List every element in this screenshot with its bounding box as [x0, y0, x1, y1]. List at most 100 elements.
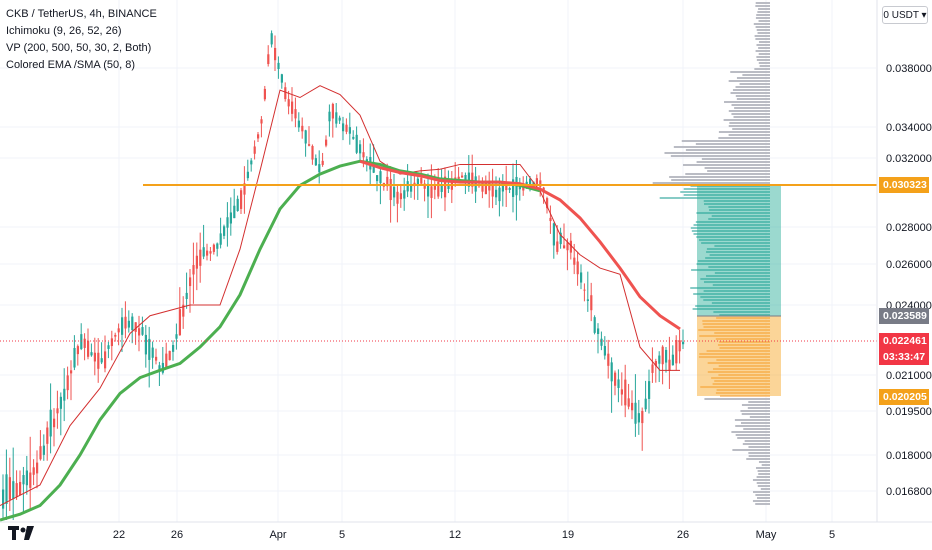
candle-body [236, 198, 239, 212]
candle-body [209, 251, 212, 254]
candle-body [131, 316, 134, 331]
candle-body [522, 186, 525, 191]
volume-profile-bar [703, 290, 770, 292]
indicator-colored-ema[interactable]: Colored EMA /SMA (50, 8) [6, 59, 135, 71]
currency-label: USDT [891, 10, 919, 21]
candle-body [229, 212, 232, 224]
volume-profile-bar [697, 260, 770, 262]
volume-profile-bar [719, 347, 770, 349]
candle-body [127, 320, 130, 328]
candle-body [365, 159, 368, 162]
candle-body [253, 146, 256, 154]
x-axis-tick-label: 5 [339, 529, 345, 541]
volume-profile-bar [757, 497, 770, 499]
indicator-volume-profile[interactable]: VP (200, 500, 50, 30, 2, Both) [6, 42, 152, 54]
candle-body [321, 160, 324, 165]
volume-profile-bar [714, 272, 770, 274]
volume-profile-bar [704, 398, 770, 400]
x-axis-tick-label: 5 [829, 529, 835, 541]
candle-body [263, 88, 266, 100]
volume-profile-bar [706, 275, 770, 277]
candle-body [682, 341, 685, 345]
candle-body [600, 338, 603, 346]
candle-body [399, 193, 402, 200]
volume-profile-bar [723, 119, 770, 121]
candle-body [389, 178, 392, 201]
volume-profile-bar [758, 8, 770, 10]
candle-body [379, 171, 382, 184]
candle-body [223, 226, 226, 236]
candle-body [597, 328, 600, 334]
volume-profile-bar [735, 425, 770, 427]
candle-body [661, 346, 664, 365]
volume-profile-bar [728, 80, 770, 82]
volume-profile-bar [755, 494, 770, 496]
candle-body [297, 120, 300, 128]
candle-body [168, 350, 171, 361]
volume-profile-bar [755, 2, 770, 4]
x-axis-tick-label: 12 [449, 529, 461, 541]
candle-body [508, 188, 511, 190]
candle-body [267, 54, 270, 65]
candle-body [637, 413, 640, 423]
volume-profile-bar [754, 35, 770, 37]
volume-profile-bar [696, 161, 770, 163]
candle-body [15, 483, 18, 498]
candle-body [308, 144, 311, 146]
volume-profile-bar [701, 158, 770, 160]
candle-body [641, 410, 644, 424]
candle-body [355, 134, 358, 153]
volume-profile-bar [670, 155, 770, 157]
symbol-title[interactable]: CKB / TetherUS, 4h, BINANCE [6, 8, 157, 20]
candle-body [471, 172, 474, 187]
candle-body [614, 372, 617, 386]
volume-profile-bar [756, 476, 770, 478]
volume-profile-bar [716, 317, 770, 319]
candle-body [498, 187, 501, 202]
candle-body [185, 292, 188, 300]
candle-body [107, 345, 110, 349]
volume-profile-bar [698, 239, 770, 241]
candle-body [348, 127, 351, 134]
volume-profile-bar [755, 50, 770, 52]
volume-profile-bar [724, 101, 770, 103]
candle-body [233, 205, 236, 219]
volume-profile-bar [700, 278, 770, 280]
volume-profile-bar [716, 389, 770, 391]
candle-body [491, 184, 494, 197]
candle-body [175, 334, 178, 339]
candle-body [32, 467, 35, 475]
volume-profile-bar [707, 170, 770, 172]
volume-profile-bar [718, 137, 770, 139]
candle-body [464, 175, 467, 182]
volume-profile-bar [699, 353, 770, 355]
candle-body [53, 418, 56, 428]
candle-body [104, 351, 107, 369]
indicator-ichimoku[interactable]: Ichimoku (9, 26, 52, 26) [6, 25, 122, 37]
candle-body [481, 182, 484, 192]
volume-profile-bar [708, 218, 770, 220]
volume-profile-bar [714, 380, 770, 382]
candle-body [671, 354, 674, 366]
volume-profile-bar [739, 83, 770, 85]
volume-profile-bar [756, 59, 770, 61]
candle-body [624, 379, 627, 406]
candle-body [178, 309, 181, 336]
volume-profile-bar [758, 53, 770, 55]
volume-profile-bar [698, 356, 770, 358]
volume-profile-bar [758, 47, 770, 49]
volume-profile-bar [683, 188, 770, 190]
candle-body [66, 375, 69, 391]
tradingview-logo-icon[interactable] [8, 522, 38, 544]
currency-selector[interactable]: 0 USDT ▾ [882, 6, 928, 24]
y-axis-tick-label: 0.016800 [886, 486, 932, 498]
candle-body [80, 334, 83, 349]
volume-profile-bar [756, 29, 770, 31]
candle-body [569, 240, 572, 253]
candle-body [19, 481, 22, 496]
volume-profile-bar [701, 242, 770, 244]
candle-body [658, 355, 661, 364]
candle-body [420, 177, 423, 184]
candle-body [386, 176, 389, 187]
